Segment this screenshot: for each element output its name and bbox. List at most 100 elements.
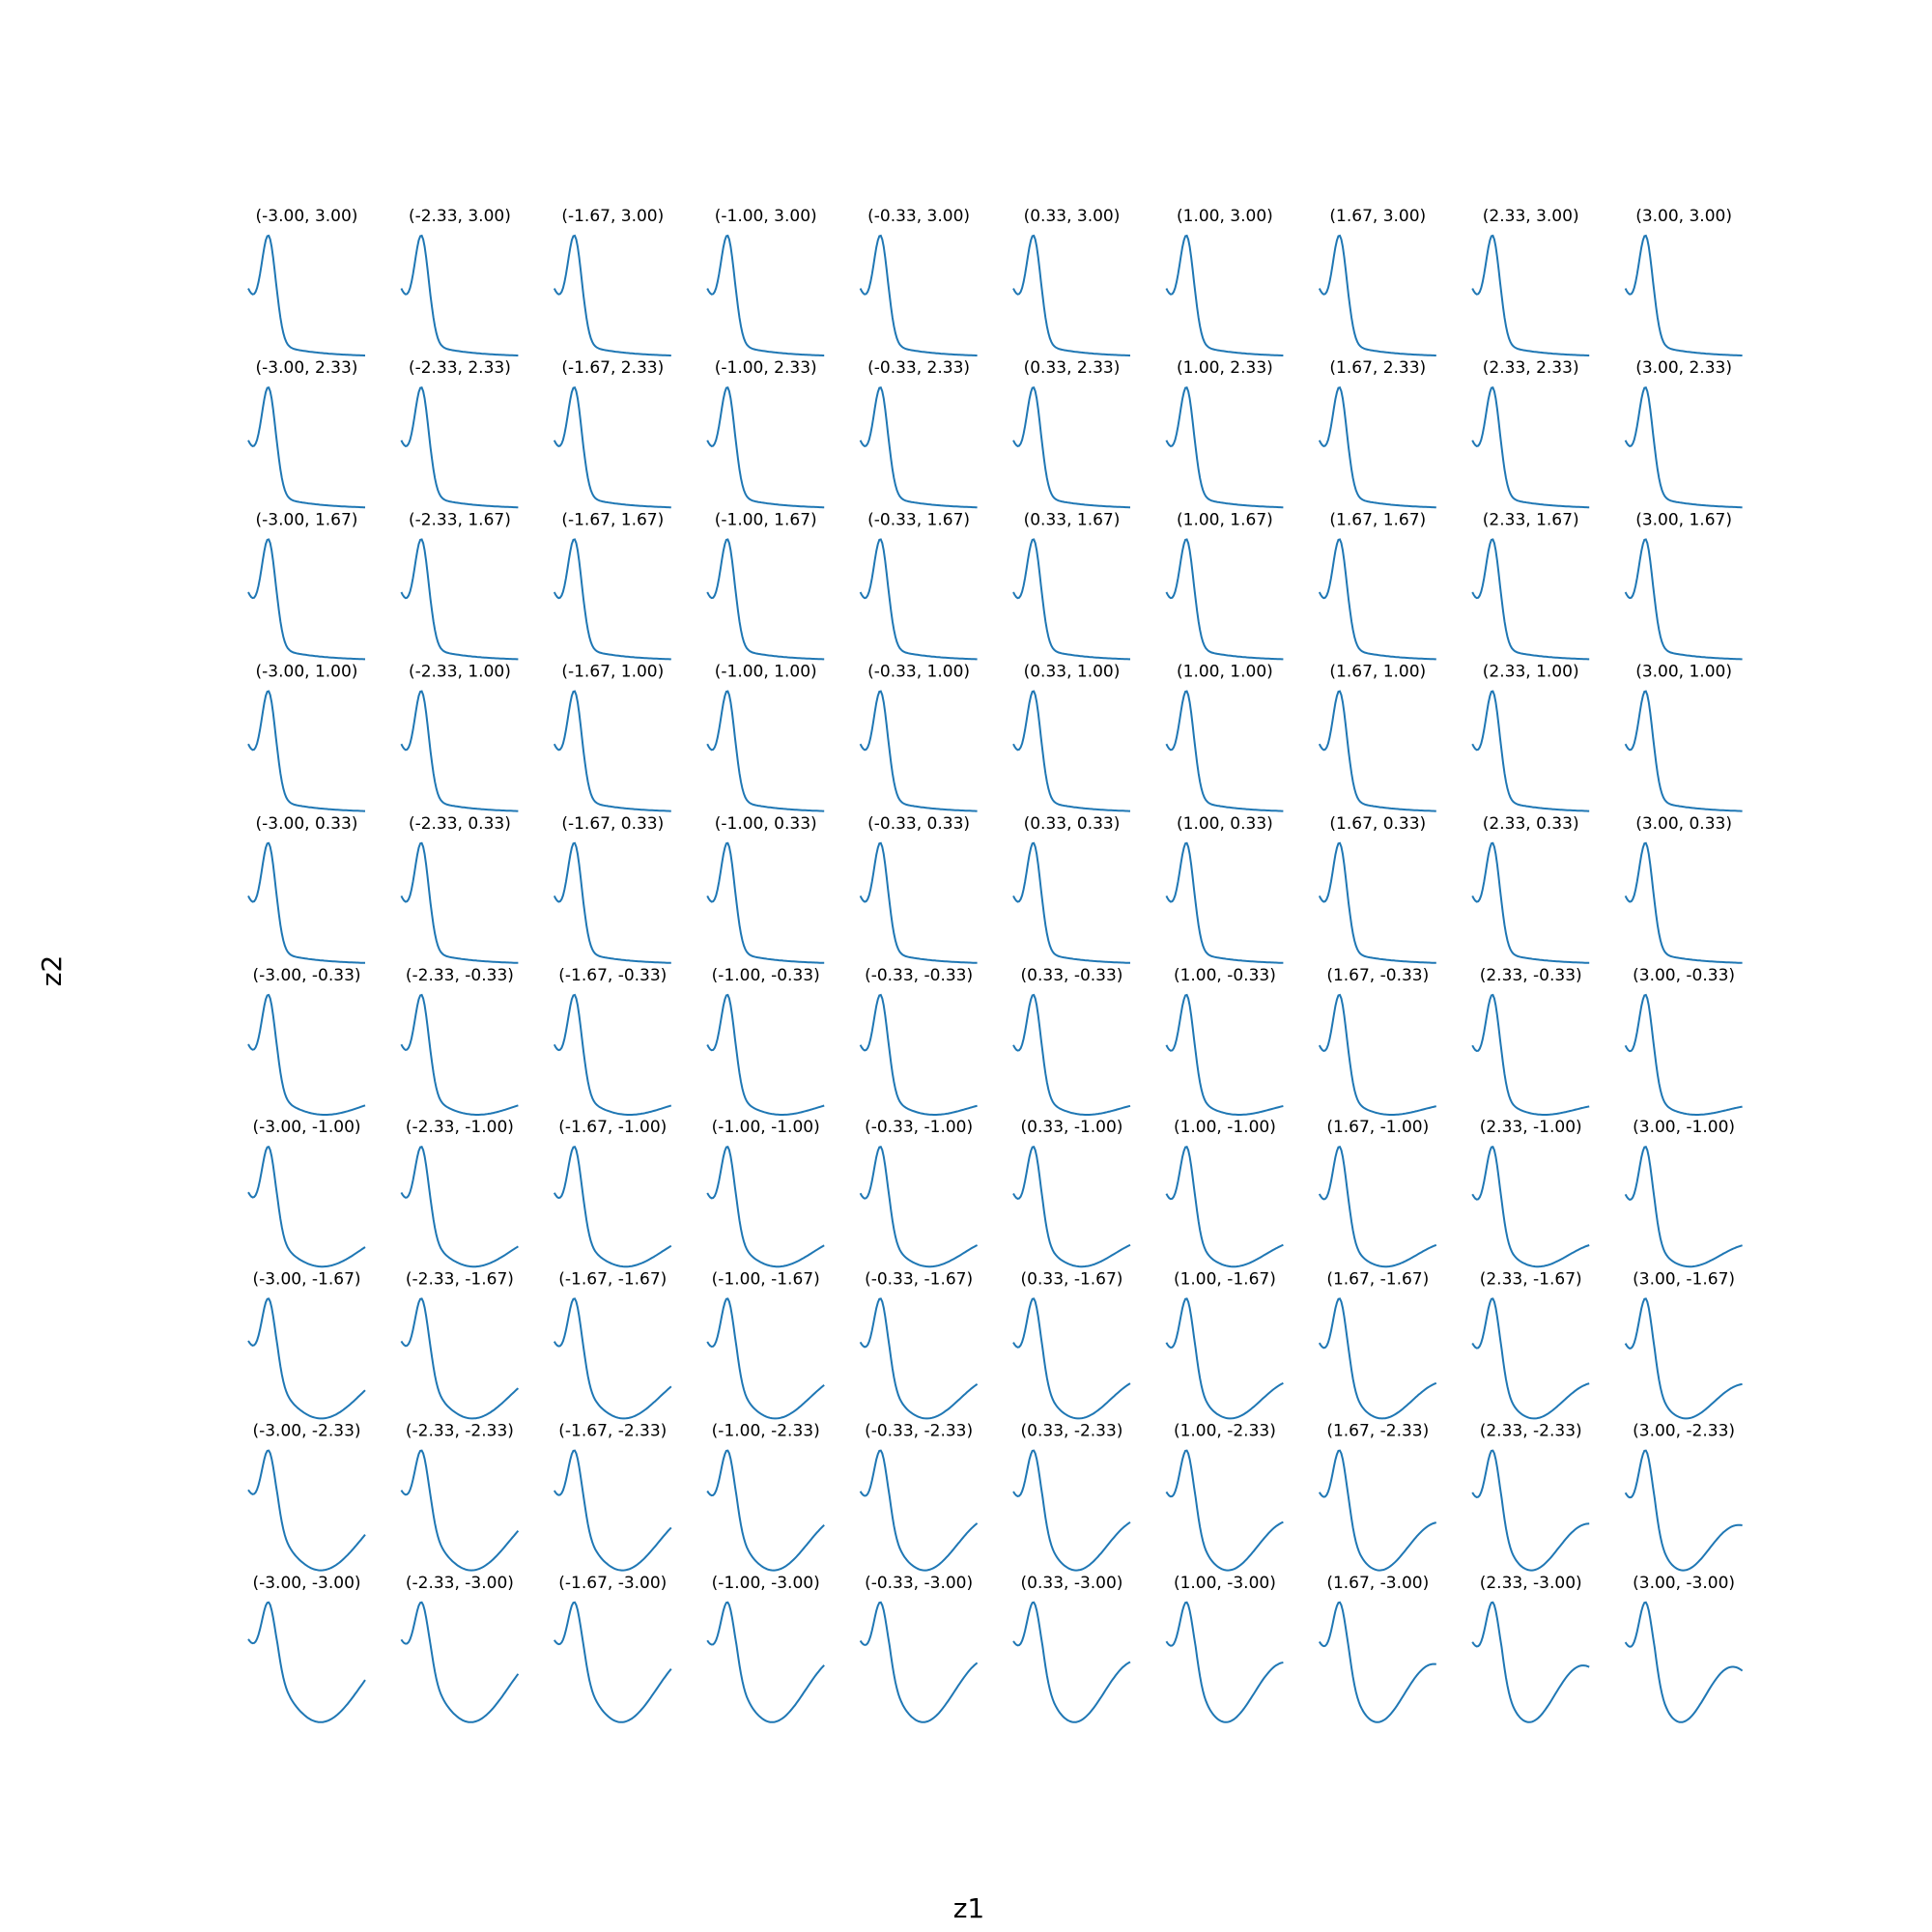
panel-curve	[706, 538, 825, 661]
panel-title: (-1.67, 1.67)	[561, 510, 664, 529]
panel-curve	[1624, 1449, 1743, 1572]
panel-title: (-1.00, -0.33)	[712, 966, 820, 985]
panel-title: (-0.33, -3.00)	[865, 1574, 973, 1593]
panel-title: (2.33, 1.67)	[1483, 510, 1579, 529]
panel-curve	[706, 690, 825, 812]
panel-title: (0.33, 3.00)	[1024, 207, 1121, 226]
panel-title: (3.00, -0.33)	[1633, 966, 1735, 985]
panel-title: (-2.33, 0.33)	[409, 814, 511, 834]
panel-curve	[553, 234, 671, 356]
panel-curve	[1165, 1601, 1284, 1723]
panel-curve	[553, 841, 671, 964]
panel-curve	[859, 234, 978, 356]
panel-curve	[1165, 234, 1284, 356]
panel-curve	[1624, 1146, 1743, 1268]
panel-title: (-1.67, 1.00)	[561, 663, 664, 682]
panel-title: (-2.33, -1.67)	[406, 1269, 514, 1289]
panel-title: (1.00, 1.00)	[1177, 663, 1273, 682]
panel-curve	[1471, 234, 1590, 356]
panel-curve	[400, 1449, 520, 1572]
panel-title: (-2.33, -0.33)	[406, 966, 514, 985]
panel-curve	[1624, 841, 1743, 964]
panel-title: (-3.00, 2.33)	[256, 358, 358, 378]
panel-curve	[1471, 690, 1590, 812]
panel-title: (-2.33, -1.00)	[406, 1118, 514, 1137]
panel-title: (-3.00, 0.33)	[256, 814, 358, 834]
panel-curve	[1318, 538, 1436, 661]
panel-curve	[706, 1297, 825, 1420]
panel-curve	[1471, 386, 1590, 509]
panel-title: (1.67, -1.67)	[1326, 1269, 1429, 1289]
panel-title: (2.33, 0.33)	[1483, 814, 1579, 834]
panel-curve	[1165, 1297, 1284, 1420]
panel-title: (-1.00, -2.33)	[712, 1422, 820, 1441]
panel-title: (0.33, -3.00)	[1021, 1574, 1123, 1593]
panel-curve	[1624, 386, 1743, 509]
panel-curve	[247, 1297, 366, 1420]
panel-title: (-3.00, 3.00)	[256, 207, 358, 226]
panel-curve	[1318, 993, 1436, 1116]
panel-grid: (-3.00, 3.00) (-2.33, 3.00) (-1.67, 3.00) (…	[247, 207, 1744, 1723]
panel-curve	[247, 841, 365, 964]
panel-title: (-0.33, 3.00)	[867, 207, 970, 226]
panel-title: (-0.33, -1.67)	[865, 1269, 973, 1289]
panel-curve	[400, 1297, 520, 1420]
panel-curve	[1012, 386, 1130, 509]
panel-title: (-1.67, -0.33)	[558, 966, 667, 985]
panel-curve	[859, 993, 978, 1116]
panel-title: (-3.00, 1.67)	[256, 510, 358, 529]
panel-curve	[706, 386, 825, 509]
panel-title: (2.33, -2.33)	[1480, 1422, 1582, 1441]
panel-curve	[247, 1449, 366, 1572]
panel-title: (-3.00, -1.00)	[252, 1118, 360, 1137]
panel-curve	[247, 234, 365, 356]
panel-curve	[1165, 386, 1284, 509]
panel-curve	[400, 1146, 519, 1268]
panel-title: (-0.33, 1.67)	[867, 510, 970, 529]
panel-curve	[859, 386, 978, 509]
panel-curve	[1318, 1297, 1437, 1420]
panel-curve	[859, 841, 978, 964]
x-axis-label: z1	[953, 1892, 985, 1924]
panel-title: (0.33, 1.67)	[1024, 510, 1121, 529]
panel-title: (-3.00, -2.33)	[252, 1422, 360, 1441]
panel-title: (2.33, -1.67)	[1480, 1269, 1582, 1289]
panel-curve	[859, 1601, 979, 1723]
panel-curve	[1012, 1449, 1131, 1572]
panel-title: (-0.33, -2.33)	[865, 1422, 973, 1441]
panel-title: (1.00, -1.00)	[1174, 1118, 1276, 1137]
panel-curve	[553, 993, 672, 1116]
panel-title: (-1.67, 3.00)	[561, 207, 664, 226]
panel-title: (3.00, -2.33)	[1633, 1422, 1735, 1441]
panel-curve	[1624, 234, 1743, 356]
panel-curve	[1165, 841, 1284, 964]
panel-curve	[706, 841, 825, 964]
panel-title: (-1.00, 1.00)	[715, 663, 817, 682]
panel-curve	[400, 1601, 520, 1723]
panel-curve	[1165, 1449, 1284, 1572]
panel-title: (1.00, 3.00)	[1177, 207, 1273, 226]
panel-curve	[1624, 1297, 1743, 1420]
panel-curve	[400, 841, 519, 964]
panel-title: (2.33, -1.00)	[1480, 1118, 1582, 1137]
panel-title: (-0.33, -0.33)	[865, 966, 973, 985]
panel-curve	[1318, 690, 1436, 812]
panel-curve	[859, 1449, 979, 1572]
panel-title: (-1.67, -1.67)	[558, 1269, 667, 1289]
panel-title: (1.00, 1.67)	[1177, 510, 1273, 529]
panel-title: (-2.33, -3.00)	[406, 1574, 514, 1593]
panel-title: (0.33, 0.33)	[1024, 814, 1121, 834]
panel-curve	[247, 1601, 366, 1723]
panel-title: (0.33, -1.00)	[1021, 1118, 1123, 1137]
panel-title: (-3.00, -0.33)	[252, 966, 360, 985]
panel-title: (0.33, 1.00)	[1024, 663, 1121, 682]
panel-curve	[1165, 538, 1284, 661]
panel-curve	[706, 234, 825, 356]
panel-curve	[1318, 234, 1436, 356]
panel-title: (2.33, 1.00)	[1483, 663, 1579, 682]
panel-curve	[1471, 538, 1590, 661]
panel-curve	[554, 1601, 672, 1723]
panel-title: (-3.00, -3.00)	[252, 1574, 360, 1593]
panel-title: (1.67, -1.00)	[1326, 1118, 1429, 1137]
